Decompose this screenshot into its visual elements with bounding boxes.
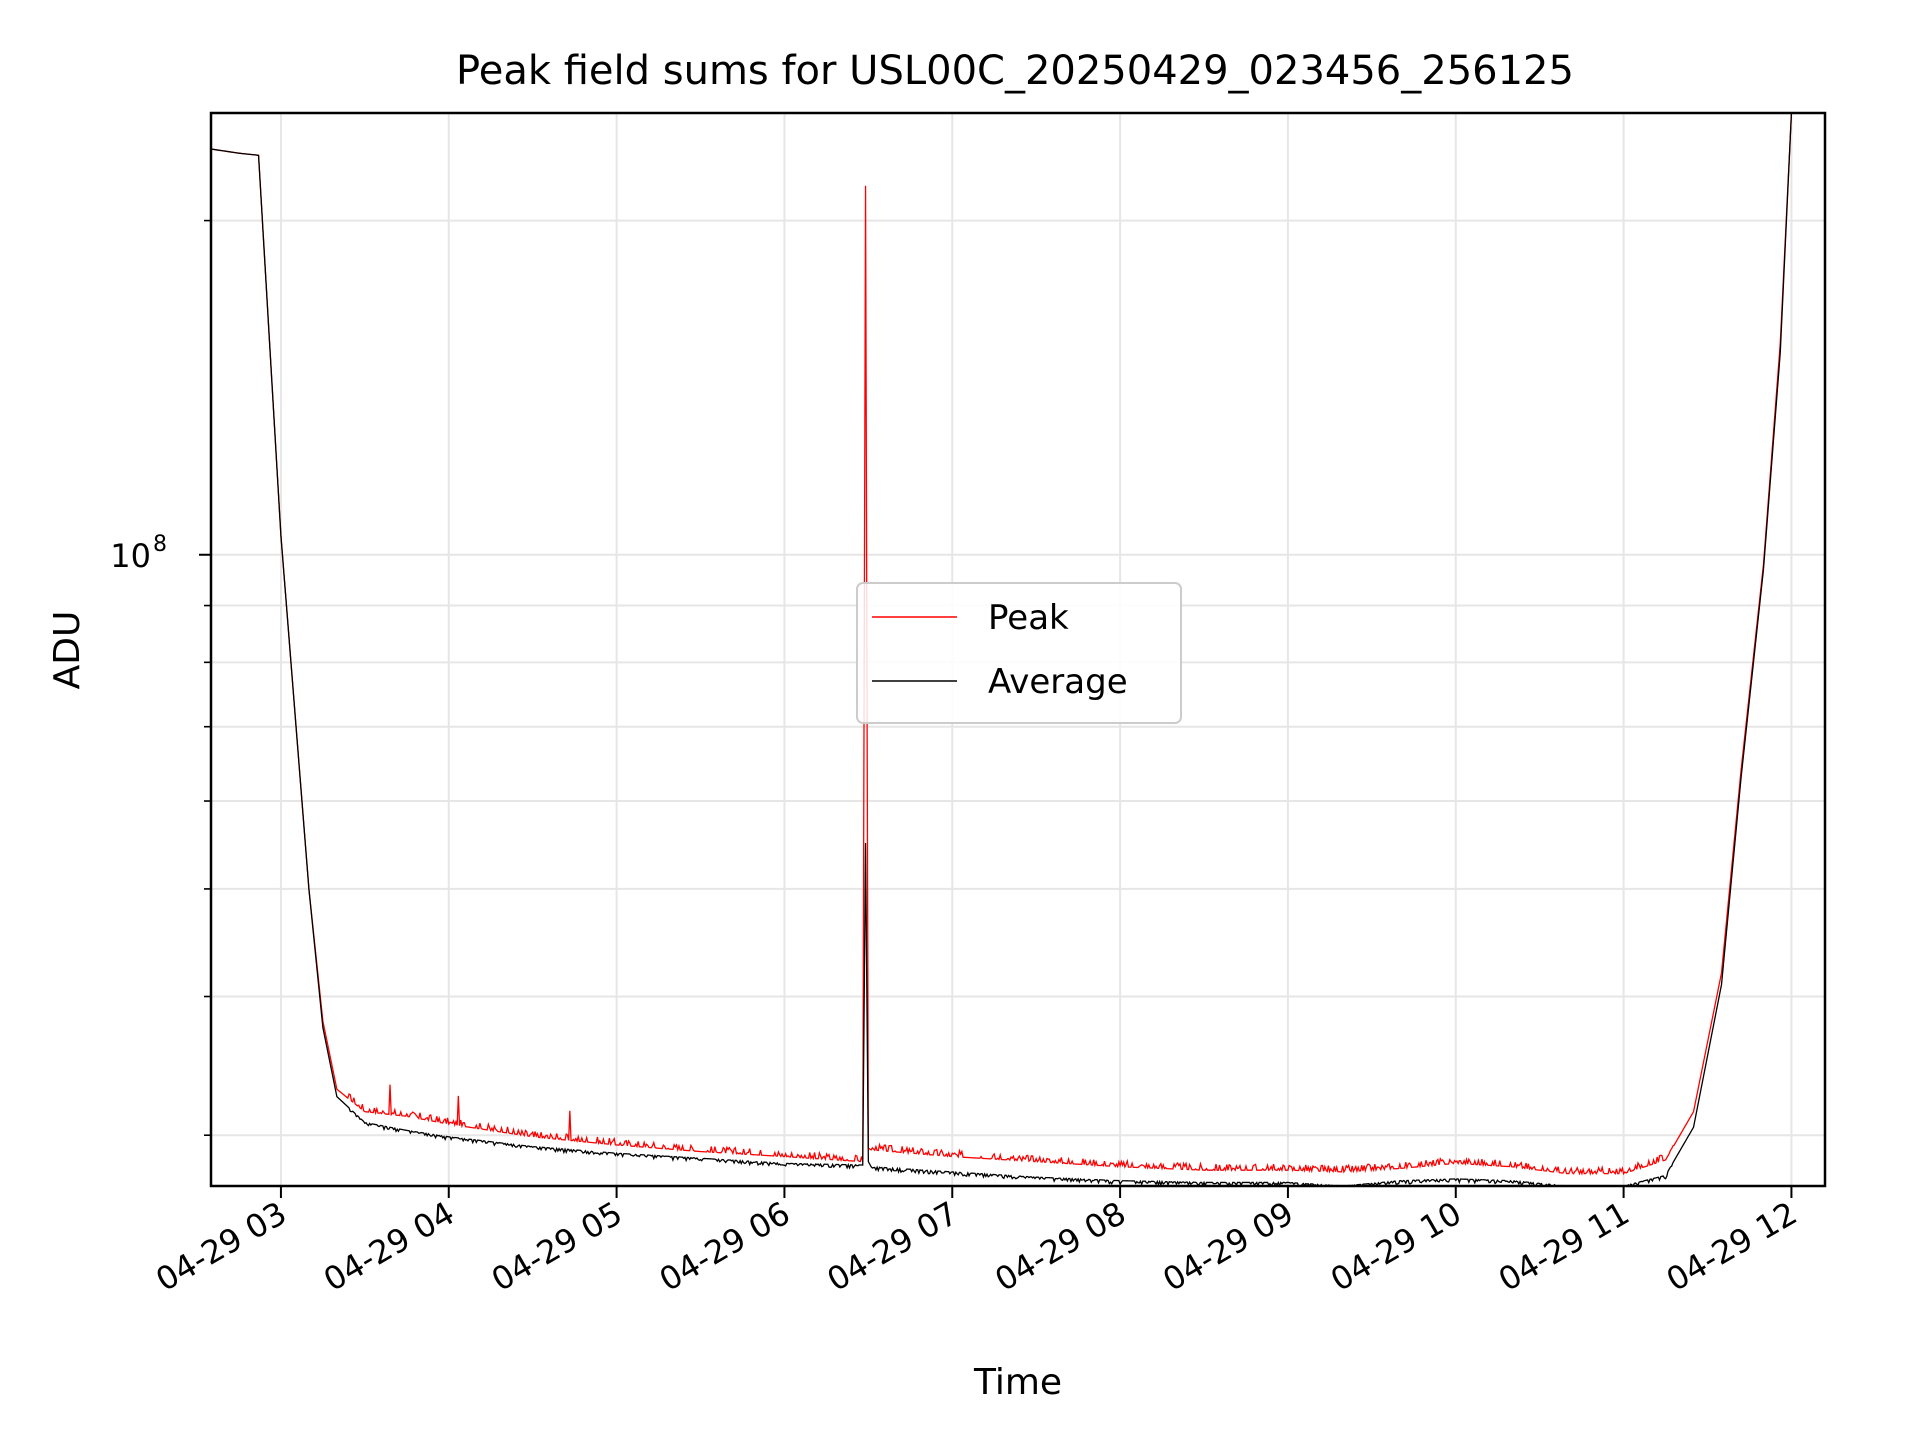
series-line-peak — [210, 112, 1793, 1176]
y-axis: 10 8 — [110, 219, 211, 1137]
y-tick-exponent: 8 — [153, 532, 167, 557]
legend-box — [856, 582, 1182, 724]
grid — [211, 113, 1825, 1186]
chart-title: Peak field sums for USL00C_20250429_0234… — [456, 48, 1574, 94]
plot-area — [210, 112, 1793, 1188]
x-axis-label: Time — [973, 1362, 1062, 1403]
plot-frame — [209, 111, 1827, 1188]
legend-label: Average — [988, 662, 1128, 702]
legend-label: Peak — [988, 598, 1069, 638]
y-axis-label: ADU — [47, 611, 88, 690]
series-line-average — [210, 112, 1793, 1188]
legend[interactable]: Peak Average — [856, 582, 1182, 724]
y-tick-label: 10 — [110, 537, 151, 575]
